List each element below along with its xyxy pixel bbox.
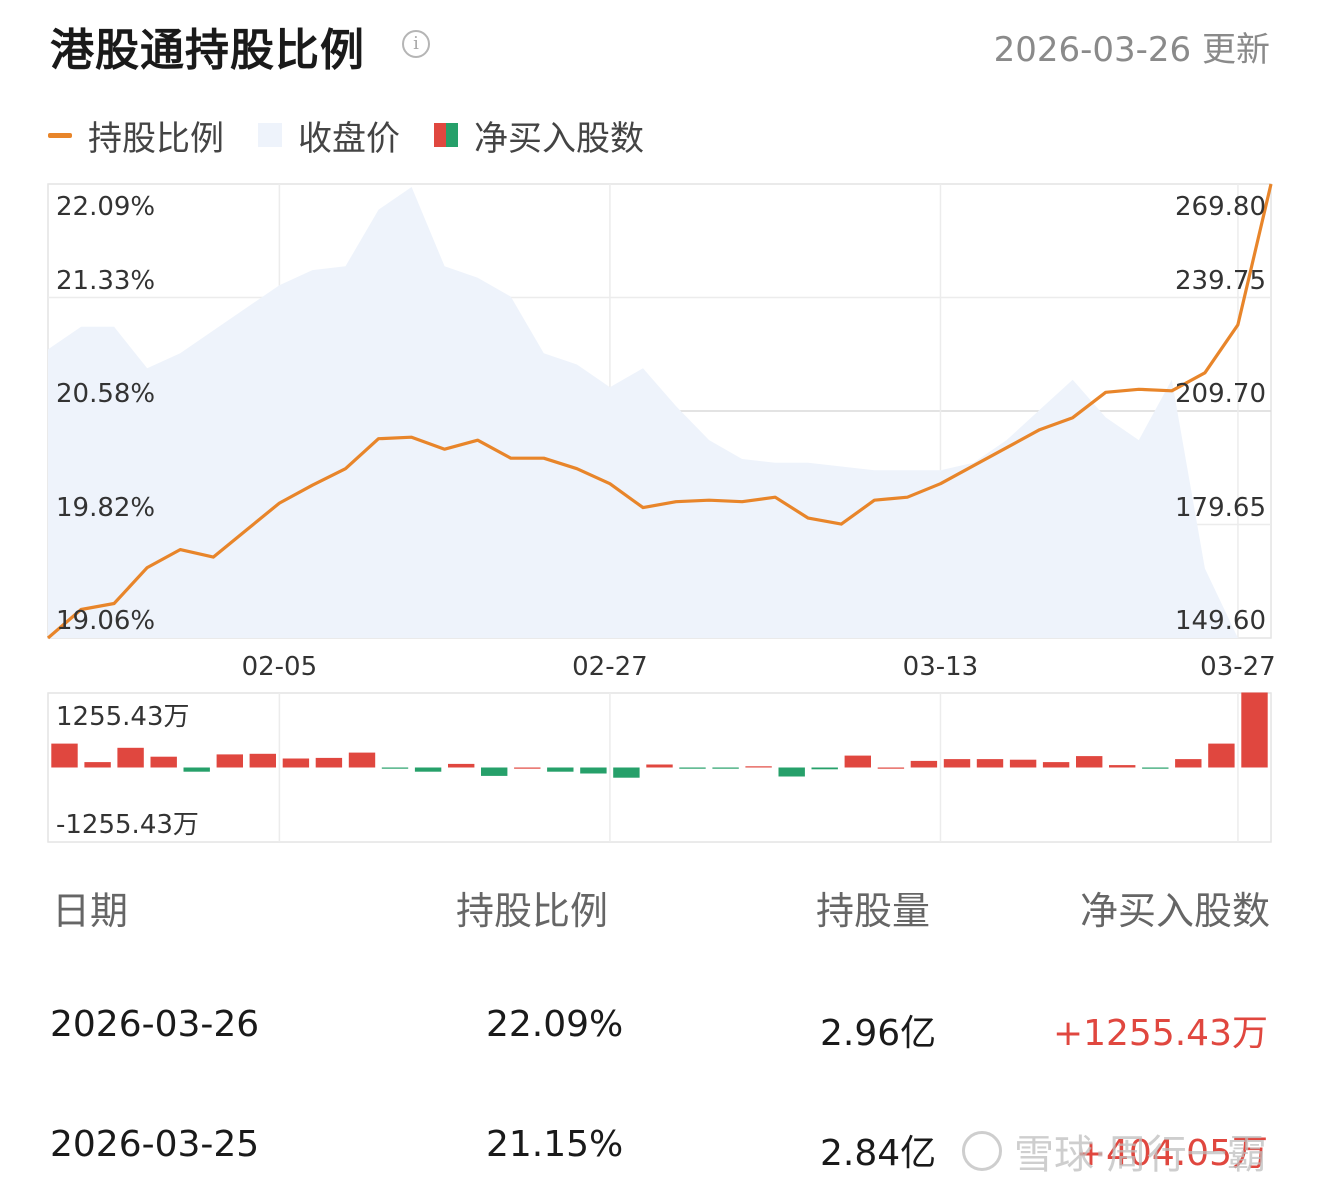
net-buy-bar (481, 767, 508, 776)
net-buy-bar (547, 767, 574, 772)
ratio-line (46, 183, 1273, 640)
watermark: 雪球·周行一霸 (962, 1122, 1267, 1180)
ratio-line-swatch (48, 132, 72, 138)
net-buy-bar (216, 754, 243, 768)
right-axis-label: 269.80 (1175, 192, 1266, 222)
net-buy-bar (249, 753, 276, 768)
legend-ratio-label: 持股比例 (88, 118, 224, 159)
x-tick-label: 03-27 (1200, 652, 1276, 682)
left-axis-label: 19.82% (56, 493, 155, 523)
x-tick-label: 02-27 (572, 652, 648, 682)
net-buy-bar (183, 767, 210, 772)
bar-min-label: -1255.43万 (56, 810, 199, 840)
price-area-swatch (258, 123, 282, 147)
net-buy-bar (613, 767, 640, 778)
table-header-ratio: 持股比例 (456, 889, 609, 933)
net-buy-bar (1208, 743, 1235, 768)
net-buy-bar (514, 767, 541, 769)
net-buy-bar (580, 767, 607, 774)
net-buy-bar (414, 767, 442, 772)
net-buy-bar (679, 767, 706, 769)
net-buy-bar (1042, 762, 1070, 768)
net-buy-bar (712, 767, 739, 769)
table-header-shares: 持股量 (816, 889, 931, 933)
bar-max-label: 1255.43万 (56, 702, 190, 732)
row-ratio: 22.09% (486, 1004, 624, 1045)
net-buy-bar (381, 767, 409, 769)
net-buy-bar (51, 743, 78, 768)
net-buy-bar (811, 767, 838, 770)
net-buy-bar (1076, 756, 1103, 768)
net-buy-bar (117, 747, 144, 768)
left-axis-label: 20.58% (56, 379, 155, 409)
legend: 持股比例 收盘价 净买入股数 (48, 110, 678, 160)
legend-net[interactable]: 净买入股数 (434, 111, 644, 160)
net-buy-bar (1009, 759, 1037, 768)
row-date: 2026-03-25 (50, 1124, 260, 1165)
net-buy-bar (315, 757, 343, 768)
net-buy-bar (646, 764, 673, 768)
right-axis-label: 179.65 (1175, 493, 1266, 523)
net-buy-bar (778, 767, 805, 777)
holding-ratio-chart[interactable]: 22.09% 21.33% 20.58% 19.82% 19.06% 269.80 239.… (0, 0, 1320, 860)
left-axis-label: 19.06% (56, 606, 155, 636)
info-icon[interactable]: i (402, 30, 430, 58)
left-axis-label: 22.09% (56, 192, 155, 222)
net-buy-bar (1241, 692, 1268, 768)
table-header-net: 净买入股数 (1079, 889, 1270, 933)
update-date: 2026-03-26 更新 (993, 30, 1270, 70)
price-area (48, 187, 1271, 638)
net-buy-bar (282, 758, 310, 768)
legend-ratio[interactable]: 持股比例 (48, 111, 224, 160)
net-buy-bar (943, 759, 971, 768)
net-buy-bar (448, 763, 475, 768)
net-buy-bar (844, 755, 871, 768)
right-axis-label: 239.75 (1175, 266, 1266, 296)
net-buy-bar (1175, 759, 1202, 768)
snowball-logo-icon (962, 1131, 1002, 1171)
row-date: 2026-03-26 (50, 1004, 260, 1045)
page-title: 港股通持股比例 (50, 25, 365, 76)
bar-frame (47, 692, 1272, 843)
net-buy-bar (150, 756, 177, 768)
net-bars-swatch (434, 123, 458, 147)
row-shares: 2.96亿 (820, 1013, 937, 1054)
net-buy-bar (1142, 767, 1169, 769)
left-axis-label: 21.33% (56, 266, 155, 296)
net-buy-bar (1109, 765, 1136, 768)
right-axis-label: 209.70 (1175, 379, 1266, 409)
legend-price-label: 收盘价 (298, 118, 400, 159)
legend-net-label: 净买入股数 (474, 118, 644, 159)
net-buy-bar (910, 760, 938, 768)
net-buy-bar (976, 759, 1004, 768)
right-axis-label: 149.60 (1175, 606, 1266, 636)
net-buy-bar (348, 752, 376, 768)
net-buy-bar (84, 762, 111, 768)
row-ratio: 21.15% (486, 1124, 624, 1165)
x-tick-label: 03-13 (903, 652, 979, 682)
watermark-text: 雪球·周行一霸 (1014, 1132, 1267, 1178)
table-header-date: 日期 (52, 889, 129, 933)
legend-price[interactable]: 收盘价 (258, 111, 400, 160)
row-net: +1255.43万 (1052, 1013, 1268, 1054)
row-shares: 2.84亿 (820, 1133, 937, 1174)
net-buy-bar (877, 767, 905, 769)
row-net: +404.05万 (1075, 1133, 1268, 1174)
x-tick-label: 02-05 (242, 652, 318, 682)
net-buy-bar (745, 766, 772, 768)
